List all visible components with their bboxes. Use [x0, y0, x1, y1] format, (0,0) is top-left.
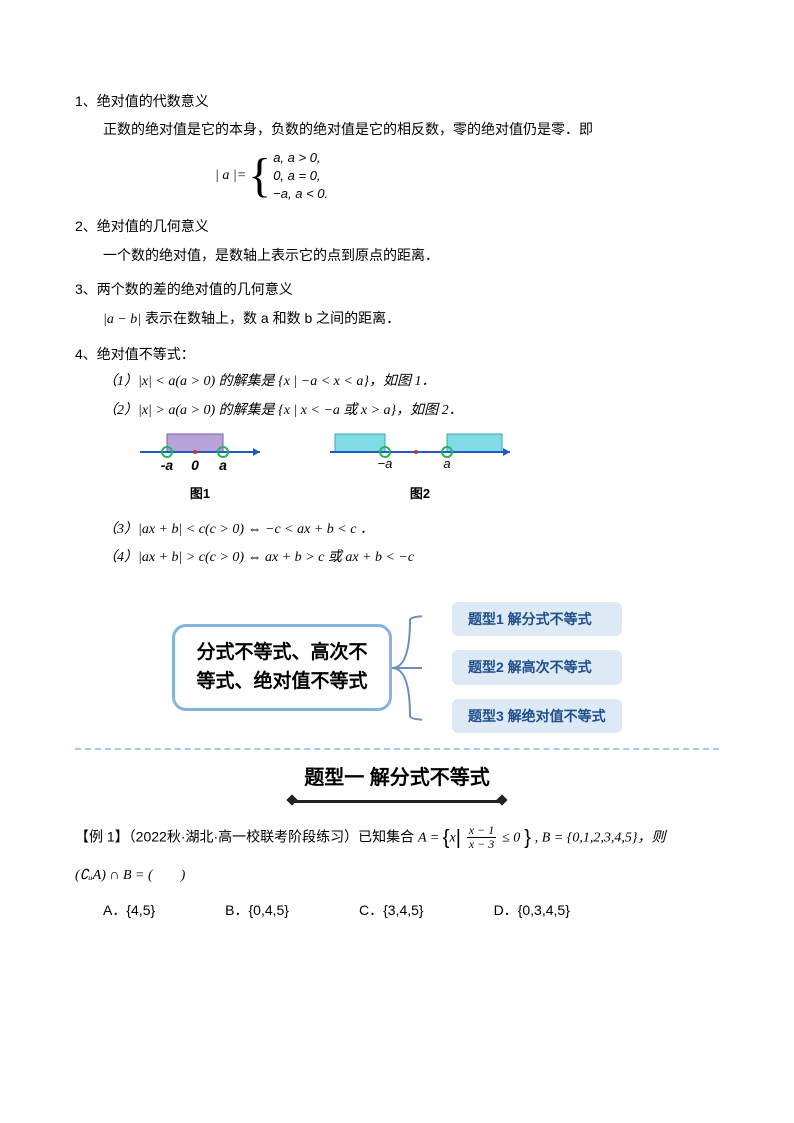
fraction-num: x − 1 [467, 824, 496, 838]
fraction-den: x − 3 [467, 838, 496, 851]
set-a-cond-post: ≤ 0 [502, 830, 520, 845]
mm-node-2: 题型2 解高次不等式 [452, 650, 622, 684]
section-1-title: 1、绝对值的代数意义 [75, 90, 719, 112]
option-d: D．{0,3,4,5} [494, 897, 570, 924]
diagram-1-svg: -a 0 a [135, 432, 265, 482]
mm-center-line2: 等式、绝对值不等式 [196, 671, 367, 692]
dashed-separator [75, 748, 719, 750]
fraction: x − 1 x − 3 [467, 824, 496, 851]
set-a-label: A = [418, 830, 443, 845]
diagram-2-caption: 图2 [410, 484, 430, 505]
section-3-body-text: 表示在数轴上，数 a 和数 b 之间的距离． [141, 310, 400, 326]
section-1-body: 正数的绝对值是它的本身，负数的绝对值是它的相反数，零的绝对值仍是零．即 [75, 118, 719, 140]
svg-text:a: a [219, 457, 227, 473]
mind-map-connector-icon [392, 598, 422, 738]
piecewise-cases: a, a > 0, 0, a = 0, −a, a < 0. [273, 149, 328, 204]
mind-map-right: 题型1 解分式不等式 题型2 解高次不等式 题型3 解绝对值不等式 [452, 602, 622, 733]
svg-text:a: a [443, 456, 450, 471]
title-underline-icon [292, 800, 502, 803]
svg-text:−a: −a [378, 456, 393, 471]
abs-diff-expr: |a − b| [103, 312, 141, 327]
section-1: 1、绝对值的代数意义 正数的绝对值是它的本身，负数的绝对值是它的相反数，零的绝对… [75, 90, 719, 203]
section-3-body: |a − b| 表示在数轴上，数 a 和数 b 之间的距离． [75, 307, 719, 331]
mm-node-3: 题型3 解绝对值不等式 [452, 699, 622, 733]
section-4-p2: （2）|x| > a(a > 0) 的解集是 {x | x < −a 或 x >… [75, 400, 719, 422]
case-1: a, a > 0, [273, 149, 328, 167]
section-2: 2、绝对值的几何意义 一个数的绝对值，是数轴上表示它的点到原点的距离． [75, 215, 719, 266]
example-prefix: 【例 1】（2022秋·湖北·高一校联考阶段练习）已知集合 [75, 828, 418, 844]
piecewise-left: | a |= [215, 165, 246, 187]
section-heading: 题型一 解分式不等式 [75, 762, 719, 794]
svg-text:0: 0 [191, 457, 199, 473]
example-line2: (∁ᵤA) ∩ B = ( ) [75, 863, 719, 890]
section-4-p4: （4）|ax + b| > c(c > 0) ⇔ ax + b > c 或 ax… [75, 547, 719, 569]
bar-icon: | [456, 827, 461, 849]
option-b: B．{0,4,5} [225, 897, 289, 924]
section-3: 3、两个数的差的绝对值的几何意义 |a − b| 表示在数轴上，数 a 和数 b… [75, 278, 719, 331]
brace-icon: { [248, 152, 271, 200]
section-4-p1: （1）|x| < a(a > 0) 的解集是 {x | −a < x < a}，… [75, 371, 719, 393]
option-a: A．{4,5} [103, 897, 155, 924]
case-2: 0, a = 0, [273, 167, 328, 185]
section-2-body: 一个数的绝对值，是数轴上表示它的点到原点的距离． [75, 244, 719, 266]
mind-map-center: 分式不等式、高次不 等式、绝对值不等式 [172, 624, 392, 711]
option-c: C．{3,4,5} [359, 897, 424, 924]
mm-node-1: 题型1 解分式不等式 [452, 602, 622, 636]
diagrams-row: -a 0 a 图1 −a a 图2 [75, 432, 719, 505]
svg-text:-a: -a [161, 457, 174, 473]
section-4-p3: （3）|ax + b| < c(c > 0) ⇔ −c < ax + b < c… [75, 519, 719, 541]
example-1: 【例 1】（2022秋·湖北·高一校联考阶段练习）已知集合 A = {x| x … [75, 819, 719, 924]
set-b: , B = {0,1,2,3,4,5}，则 [535, 830, 666, 845]
mm-center-line1: 分式不等式、高次不 [196, 642, 367, 663]
options-row: A．{4,5} B．{0,4,5} C．{3,4,5} D．{0,3,4,5} [75, 897, 719, 924]
rbrace-icon: } [524, 827, 531, 849]
section-3-title: 3、两个数的差的绝对值的几何意义 [75, 278, 719, 300]
mind-map: 分式不等式、高次不 等式、绝对值不等式 题型1 解分式不等式 题型2 解高次不等… [75, 598, 719, 738]
diagram-2-svg: −a a [325, 432, 515, 482]
section-4-title: 4、绝对值不等式： [75, 343, 719, 365]
diagram-1-caption: 图1 [190, 484, 210, 505]
diagram-1: -a 0 a 图1 [135, 432, 265, 505]
case-3: −a, a < 0. [273, 185, 328, 203]
diagram-2: −a a 图2 [325, 432, 515, 505]
section-2-title: 2、绝对值的几何意义 [75, 215, 719, 237]
piecewise-definition: | a |= { a, a > 0, 0, a = 0, −a, a < 0. [75, 149, 719, 204]
section-4: 4、绝对值不等式： （1）|x| < a(a > 0) 的解集是 {x | −a… [75, 343, 719, 570]
